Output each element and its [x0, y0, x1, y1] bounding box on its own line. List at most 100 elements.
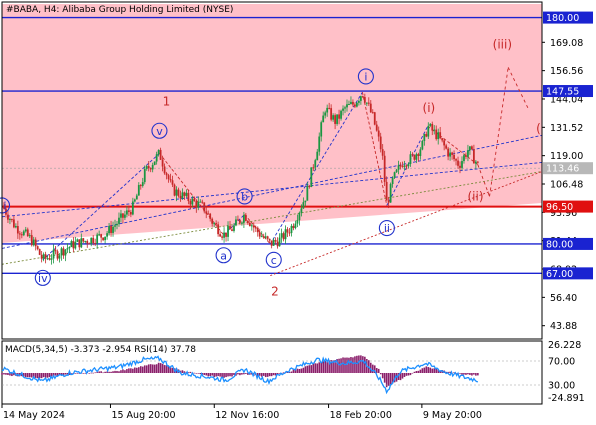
- candle-body: [145, 166, 148, 169]
- macd-bar: [74, 373, 77, 374]
- candle-body: [159, 149, 162, 160]
- candle-body: [191, 198, 194, 205]
- macd-bar: [155, 364, 158, 373]
- candle-body: [469, 146, 471, 151]
- candle-body: [359, 96, 362, 101]
- candle-body: [449, 152, 451, 157]
- candle-body: [421, 141, 424, 150]
- macd-bar: [348, 357, 350, 373]
- macd-bar: [387, 373, 390, 386]
- candle-body: [20, 234, 23, 236]
- candle-body: [397, 165, 400, 170]
- candle-body: [455, 159, 457, 161]
- wave-leg: [269, 92, 363, 245]
- candle-body: [80, 238, 83, 248]
- candle-body: [459, 165, 461, 168]
- candle-body: [437, 132, 440, 140]
- macd-bar: [465, 373, 467, 375]
- macd-bar: [56, 373, 59, 376]
- macd-bar: [34, 373, 37, 378]
- candle-body: [373, 112, 376, 125]
- candle-body: [387, 200, 390, 203]
- candle-body: [415, 154, 418, 160]
- macd-bar: [379, 373, 382, 375]
- macd-bar: [193, 372, 196, 374]
- macd-bar: [70, 373, 73, 374]
- candle-body: [11, 219, 13, 221]
- macd-bar: [336, 359, 338, 373]
- macd-bar: [32, 373, 35, 378]
- macd-bar: [139, 366, 142, 373]
- candle-body: [322, 115, 325, 123]
- indicator-axis-label: 26.228: [548, 340, 581, 351]
- candle-body: [157, 149, 160, 155]
- candle-body: [88, 243, 91, 245]
- candle-body: [441, 138, 444, 141]
- candle-body: [197, 201, 200, 208]
- macd-bar: [383, 373, 386, 383]
- candle-body: [225, 232, 227, 237]
- candle-body: [306, 185, 309, 201]
- macd-bar: [330, 360, 332, 373]
- candle-body: [211, 218, 214, 224]
- candle-body: [34, 239, 37, 247]
- macd-bar: [171, 367, 174, 373]
- wave-circle-a: [215, 247, 232, 264]
- candle-body: [266, 236, 269, 239]
- macd-bar: [304, 366, 307, 373]
- macd-bar: [352, 357, 354, 373]
- candle-body: [371, 112, 374, 114]
- macd-bar: [463, 373, 465, 375]
- candle-body: [350, 101, 352, 105]
- macd-bar: [100, 371, 102, 373]
- macd-bar: [205, 373, 208, 376]
- candle-body: [129, 211, 132, 215]
- macd-bar: [120, 370, 122, 373]
- macd-bar: [203, 373, 206, 375]
- candle-body: [445, 145, 448, 149]
- candle-body: [467, 150, 469, 157]
- macd-bar: [264, 373, 267, 378]
- macd-bar: [235, 373, 237, 376]
- macd-bar: [270, 373, 273, 377]
- candle-body: [286, 229, 289, 233]
- macd-bar: [437, 369, 439, 373]
- candle-body: [181, 192, 184, 199]
- candle-body: [48, 258, 51, 260]
- macd-bar: [324, 360, 326, 373]
- candle-body: [96, 234, 99, 244]
- price-badge-label: 180.00: [546, 13, 579, 24]
- candle-body: [340, 110, 342, 119]
- macd-bar: [50, 373, 53, 377]
- macd-bar: [413, 371, 416, 373]
- candle-body: [244, 214, 247, 221]
- macd-bar: [183, 371, 186, 373]
- macd-bar: [350, 357, 352, 373]
- macd-bar: [227, 373, 229, 377]
- candle-body: [417, 154, 420, 156]
- candle-body: [122, 213, 124, 218]
- macd-bar: [167, 366, 170, 373]
- candle-body: [233, 225, 235, 231]
- macd-bar: [356, 355, 358, 373]
- candle-body: [248, 222, 251, 227]
- candle-body: [143, 168, 146, 183]
- macd-bar: [54, 373, 57, 376]
- candle-body: [116, 223, 118, 226]
- macd-bar: [296, 368, 299, 373]
- wave-label-iii: iii: [0, 199, 7, 212]
- candle-body: [270, 240, 273, 246]
- candle-body: [369, 103, 372, 113]
- projection-leg: [489, 67, 509, 197]
- wave-circle-v: [151, 122, 168, 139]
- candle-body: [22, 231, 25, 236]
- macd-bar: [215, 373, 217, 377]
- candle-body: [114, 225, 116, 227]
- x-tick-label: 14 May 2024: [3, 410, 65, 421]
- macd-bar: [381, 373, 384, 379]
- macd-bar: [247, 373, 249, 375]
- macd-bar: [28, 373, 31, 378]
- macd-bar: [266, 373, 269, 377]
- candle-body: [346, 104, 348, 108]
- candle-body: [383, 155, 386, 182]
